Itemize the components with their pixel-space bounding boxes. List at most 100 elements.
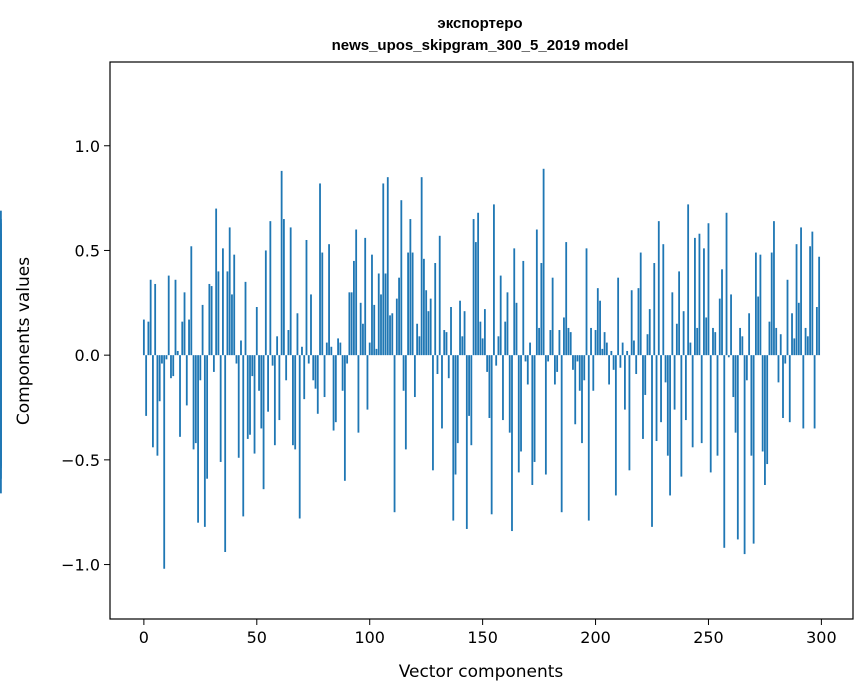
bar-16 [179,355,181,437]
bar-289 [795,244,798,356]
bar-85 [334,355,337,423]
bar-68 [296,313,299,356]
bar-122 [418,336,421,356]
y-axis-label: Components values [14,257,34,425]
bar-188 [567,327,570,356]
bar-51 [258,355,260,391]
bar-99 [366,355,369,410]
bar-63 [285,355,288,381]
bar-14 [174,279,177,356]
bar-313 [0,210,2,356]
bar-257 [723,355,726,548]
bars-group [0,168,821,569]
bar-125 [425,290,428,356]
bar-6 [156,355,159,456]
bar-1 [145,355,148,416]
bar-195 [583,355,586,381]
bar-262 [734,355,737,433]
bar-167 [520,355,522,452]
bar-159 [502,355,504,421]
bar-260 [730,294,732,356]
bar-192 [576,355,579,362]
bar-123 [420,177,423,356]
bar-248 [703,248,705,356]
bar-80 [323,355,326,398]
bar-82 [328,244,330,356]
bar-210 [617,277,620,356]
bar-163 [511,355,513,532]
bar-209 [614,355,617,496]
bar-296 [811,231,814,356]
bar-139 [456,355,459,444]
bar-299 [818,256,821,356]
bar-111 [393,355,396,513]
bar-284 [784,355,787,364]
bar-253 [714,332,717,356]
bar-207 [610,350,613,356]
bar-4 [152,355,154,448]
bar-60 [278,355,281,421]
bar-297 [813,355,816,429]
bar-134 [445,332,448,356]
x-tick-label: 200 [580,628,611,647]
bar-174 [535,229,538,356]
bar-49 [253,355,256,454]
bar-8 [161,355,163,364]
bar-196 [585,248,588,356]
bar-211 [619,355,622,368]
x-tick-label: 300 [806,628,837,647]
bar-222 [644,355,647,395]
bar-35 [222,248,224,356]
bar-39 [231,294,233,356]
bar-243 [691,355,694,448]
bar-89 [343,355,346,481]
bar-67 [294,355,297,450]
bar-70 [301,346,303,356]
bar-38 [228,227,231,356]
bar-230 [662,244,665,356]
bar-244 [694,237,696,356]
bar-250 [707,223,710,356]
bar-269 [750,355,753,456]
bar-112 [395,298,398,356]
bar-47 [249,355,251,435]
bar-160 [504,321,507,356]
bar-276 [766,355,769,465]
bar-175 [538,327,540,356]
bar-291 [800,227,802,356]
bar-274 [761,355,764,452]
bar-57 [271,355,274,366]
bar-102 [373,304,376,356]
bar-218 [635,355,638,375]
bar-110 [391,313,394,356]
bar-172 [531,355,534,485]
bar-5 [154,283,157,356]
bar-13 [172,355,175,377]
y-axis-ticks: −1.0 −0.5 0.0 0.5 1.0 [61,137,110,575]
bar-103 [375,348,378,356]
bar-241 [687,204,690,356]
bar-215 [628,355,631,471]
bar-270 [752,355,755,544]
bar-255 [718,298,721,356]
bar-268 [748,313,751,356]
bar-41 [235,355,238,364]
bar-147 [474,242,477,356]
bar-141 [461,336,464,356]
bar-148 [477,212,480,356]
bar-55 [267,355,269,412]
bar-7 [158,355,161,402]
bar-182 [553,355,556,385]
bar-225 [651,355,653,527]
bar-249 [705,317,708,356]
bar-97 [362,323,364,356]
bar-138 [454,355,457,475]
bar-171 [529,342,531,356]
bar-15 [176,350,179,356]
y-tick-label: 0.5 [75,241,100,260]
bar-315 [0,302,2,356]
bar-178 [544,355,547,475]
bar-234 [671,292,674,356]
bar-32 [215,208,218,356]
bar-212 [621,342,624,356]
